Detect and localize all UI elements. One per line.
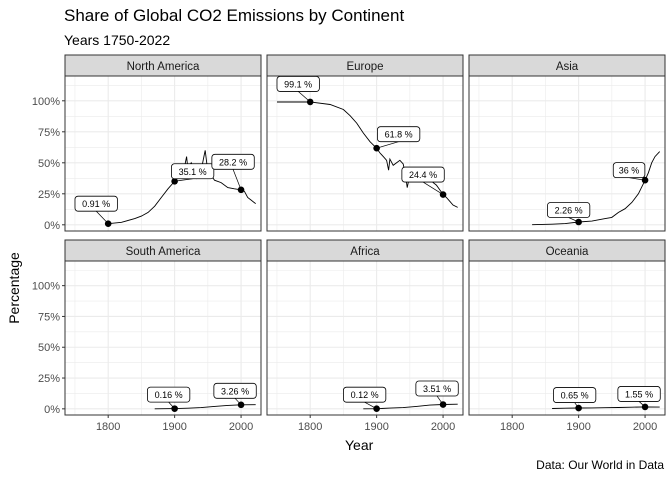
data-label: 3.51 % — [423, 384, 451, 394]
label-leader — [232, 169, 242, 190]
panel-europe — [267, 76, 463, 231]
data-label-box — [617, 386, 661, 402]
data-label: 3.26 % — [221, 386, 249, 396]
data-point — [575, 404, 582, 412]
label-leader — [174, 178, 193, 182]
y-tick-label: 0% — [44, 404, 60, 416]
y-tick-label: 100% — [32, 96, 60, 108]
data-label-box — [553, 387, 597, 403]
series-line-europe — [277, 101, 458, 208]
panel-border — [468, 75, 666, 232]
y-tick-label: 75% — [38, 127, 60, 139]
y-tick-label: 50% — [38, 158, 60, 170]
data-label-box — [74, 195, 118, 212]
label-leader — [364, 401, 377, 409]
data-label: 0.65 % — [561, 391, 589, 401]
label-leader — [574, 402, 579, 409]
y-tick-label: 75% — [38, 311, 60, 323]
label-leader — [297, 91, 311, 103]
data-label: 28.2 % — [219, 157, 247, 167]
data-label-box — [171, 163, 215, 180]
data-label: 35.1 % — [179, 167, 207, 177]
label-leader — [568, 217, 579, 223]
data-label-box — [612, 162, 646, 179]
strip-label-asia: Asia — [556, 61, 579, 73]
label-leader — [638, 401, 646, 408]
x-tick-label: 1900 — [162, 421, 186, 433]
x-tick-label: 2000 — [229, 421, 253, 433]
x-tick-label: 1900 — [566, 421, 590, 433]
panel-border — [266, 260, 464, 416]
y-axis-title-wrap: Percentage — [6, 252, 26, 324]
x-tick-label: 2000 — [633, 421, 657, 433]
label-leader — [95, 210, 109, 224]
panel-border — [64, 75, 262, 232]
data-label-box — [213, 382, 257, 399]
panel-border — [64, 260, 262, 416]
y-tick-label: 25% — [38, 189, 60, 201]
data-point — [373, 405, 380, 412]
x-tick-label: 1800 — [500, 421, 524, 433]
data-label: 36 % — [619, 166, 640, 176]
label-leader — [376, 141, 399, 149]
x-tick-label: 1900 — [364, 421, 388, 433]
data-label: 0.16 % — [155, 390, 183, 400]
panel-border — [266, 75, 464, 232]
data-label: 99.1 % — [284, 79, 312, 89]
data-label: 1.55 % — [625, 389, 653, 399]
x-tick-label: 1800 — [96, 421, 120, 433]
strip-label-south-america: South America — [126, 246, 201, 258]
data-label-box — [377, 126, 421, 143]
chart-subtitle: Years 1750-2022 — [64, 32, 171, 48]
panel-border — [468, 260, 666, 416]
y-tick-label: 50% — [38, 342, 60, 354]
chart-title: Share of Global CO2 Emissions by Contine… — [64, 6, 405, 25]
data-label-box — [401, 166, 445, 183]
y-tick-label: 100% — [32, 281, 60, 293]
strip-label-oceania: Oceania — [546, 246, 589, 258]
data-label: 0.12 % — [351, 390, 379, 400]
data-label-box — [147, 386, 191, 403]
data-label-box — [415, 380, 459, 397]
label-leader — [436, 395, 444, 405]
data-label-box — [547, 202, 591, 218]
label-leader — [234, 398, 242, 406]
chart-caption: Data: Our World in Data — [536, 458, 664, 472]
strip-label-europe: Europe — [346, 61, 383, 73]
y-tick-label: 0% — [44, 220, 60, 232]
label-leader — [168, 401, 175, 409]
label-leader — [422, 181, 444, 195]
y-axis-title: Percentage — [6, 252, 22, 324]
data-label: 2.26 % — [555, 205, 583, 215]
y-tick-label: 25% — [38, 373, 60, 385]
x-tick-label: 1800 — [298, 421, 322, 433]
series-line-asia — [532, 151, 661, 226]
data-label-box — [211, 153, 255, 170]
strip-label-africa: Africa — [350, 246, 380, 258]
strip-label-north-america: North America — [127, 61, 200, 73]
data-label: 61.8 % — [385, 130, 413, 140]
data-label: 24.4 % — [409, 170, 437, 180]
x-tick-label: 2000 — [431, 421, 455, 433]
data-label: 0.91 % — [82, 199, 110, 209]
x-axis-title: Year — [345, 437, 374, 453]
label-leader — [629, 177, 646, 181]
data-label-box — [343, 386, 387, 403]
series-line-oceania — [552, 406, 660, 409]
